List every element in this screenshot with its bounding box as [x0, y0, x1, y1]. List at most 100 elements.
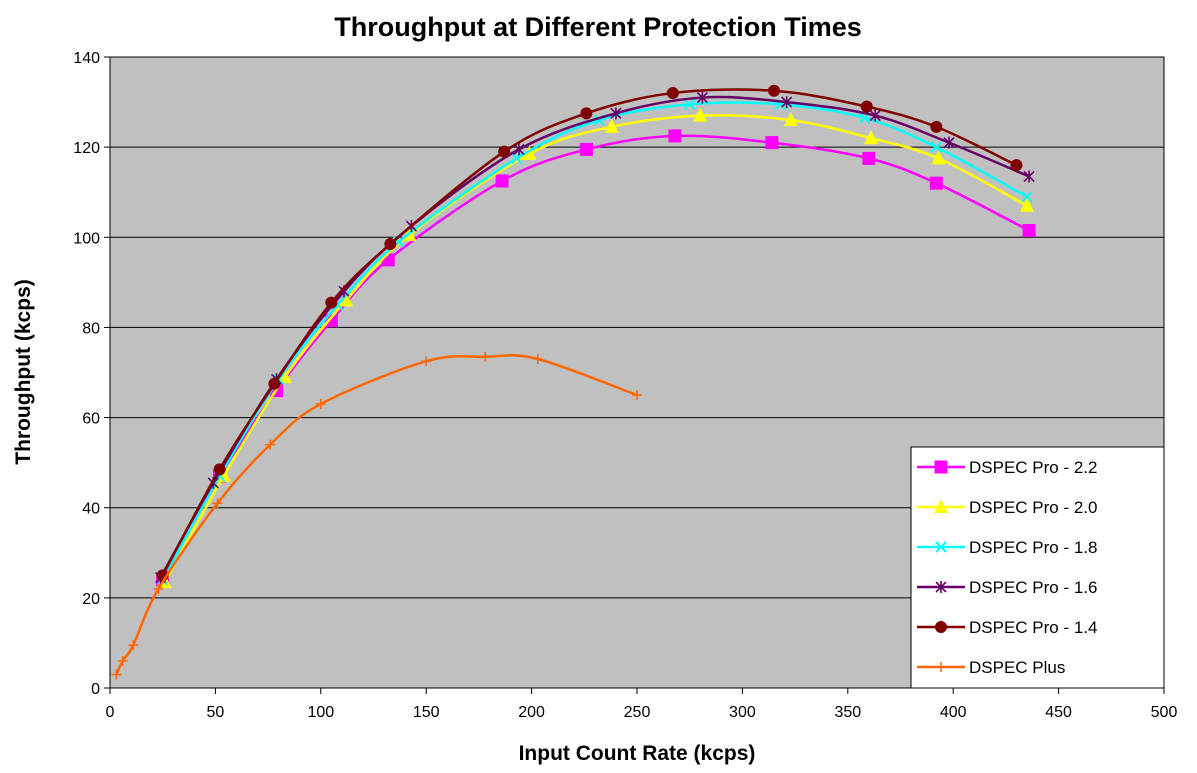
series-5: [111, 351, 642, 680]
y-tick-label: 140: [73, 50, 100, 67]
triangle-marker: [277, 369, 292, 384]
plus-marker: [315, 399, 326, 410]
plus-marker: [480, 351, 491, 362]
x-tick-label: 450: [1045, 704, 1072, 721]
square-marker: [765, 136, 779, 150]
plus-marker: [265, 439, 276, 450]
data-point: [1022, 224, 1036, 238]
square-marker: [934, 460, 948, 474]
x-marker: [1021, 191, 1033, 203]
legend-label: DSPEC Pro - 1.8: [969, 538, 1098, 557]
series-layer: [111, 84, 1036, 680]
square-marker: [1022, 224, 1036, 238]
x-tick-label: 250: [624, 704, 651, 721]
triangle-marker: [693, 107, 708, 122]
circle-marker: [213, 463, 226, 476]
legend-item: DSPEC Pro - 2.2: [917, 458, 1098, 477]
circle-marker: [268, 377, 281, 390]
data-point: [153, 583, 164, 594]
circle-marker: [1010, 159, 1023, 172]
circle-marker: [666, 87, 679, 100]
data-point: [1019, 197, 1034, 212]
plus-marker: [421, 356, 432, 367]
data-point: [325, 296, 338, 309]
data-point: [579, 142, 593, 156]
plus-marker: [212, 498, 223, 509]
data-point: [213, 463, 226, 476]
square-marker: [862, 151, 876, 165]
star-marker: [935, 581, 947, 593]
circle-marker: [498, 145, 511, 158]
x-tick-label: 350: [834, 704, 861, 721]
data-point: [860, 100, 873, 113]
triangle-marker: [783, 112, 798, 127]
plus-marker: [117, 655, 128, 666]
x-tick-label: 200: [518, 704, 545, 721]
series-4: [156, 84, 1023, 582]
star-marker: [1023, 170, 1035, 183]
data-point: [869, 109, 881, 122]
x-marker: [930, 141, 943, 153]
data-point: [943, 136, 955, 149]
data-point: [765, 136, 779, 150]
data-point: [498, 145, 511, 158]
data-point: [632, 390, 642, 401]
legend-box: [910, 446, 1165, 689]
y-axis-title: Throughput (kcps): [12, 279, 35, 464]
triangle-marker: [1019, 197, 1034, 212]
legend-label: DSPEC Plus: [969, 658, 1065, 677]
data-point: [668, 129, 682, 143]
triangle-marker: [863, 130, 878, 145]
data-point: [277, 369, 292, 384]
circle-marker: [935, 621, 947, 633]
chart-title: Throughput at Different Protection Times: [334, 12, 862, 42]
plus-marker: [128, 640, 139, 651]
circle-marker: [930, 120, 943, 133]
legend-item: DSPEC Plus: [917, 658, 1065, 677]
y-tick-label: 60: [82, 411, 100, 428]
data-point: [268, 377, 281, 390]
data-point: [128, 640, 139, 651]
data-point: [683, 98, 696, 111]
legend-marker: [935, 581, 947, 593]
data-point: [696, 91, 708, 104]
y-tick-label: 20: [82, 591, 100, 608]
legend-label: DSPEC Pro - 1.4: [969, 618, 1098, 637]
legend-marker: [935, 621, 947, 633]
data-point: [532, 353, 543, 364]
data-point: [495, 174, 509, 188]
y-tick-label: 40: [82, 501, 100, 518]
data-point: [863, 130, 878, 145]
circle-marker: [384, 238, 397, 251]
data-point: [666, 87, 679, 100]
data-point: [339, 292, 354, 307]
circle-marker: [768, 84, 781, 97]
y-tick-label: 120: [73, 140, 100, 157]
data-point: [1021, 191, 1033, 203]
axis-ticks: 0 20 40 60 80 100 120 140 0 50 100 150 200 250 300 350 4…: [73, 50, 1177, 721]
x-marker: [511, 152, 523, 165]
x-tick-label: 0: [106, 704, 115, 721]
square-marker: [579, 142, 593, 156]
star-marker: [869, 109, 881, 122]
circle-marker: [860, 100, 873, 113]
star-marker: [610, 107, 622, 120]
star-marker: [943, 136, 955, 149]
data-point: [1023, 170, 1035, 183]
circle-marker: [325, 296, 338, 309]
legend-marker: [934, 460, 948, 474]
data-point: [604, 118, 619, 133]
data-point: [480, 351, 491, 362]
star-marker: [696, 91, 708, 104]
data-point: [930, 120, 943, 133]
data-point: [931, 150, 946, 165]
legend-item: DSPEC Pro - 1.8: [917, 538, 1098, 557]
data-point: [862, 151, 876, 165]
plus-marker: [532, 353, 543, 364]
legend-label: DSPEC Pro - 2.0: [969, 498, 1098, 517]
square-marker: [929, 176, 943, 190]
data-point: [610, 107, 622, 120]
plus-marker: [632, 390, 642, 401]
plus-marker: [111, 669, 122, 680]
data-point: [212, 498, 223, 509]
